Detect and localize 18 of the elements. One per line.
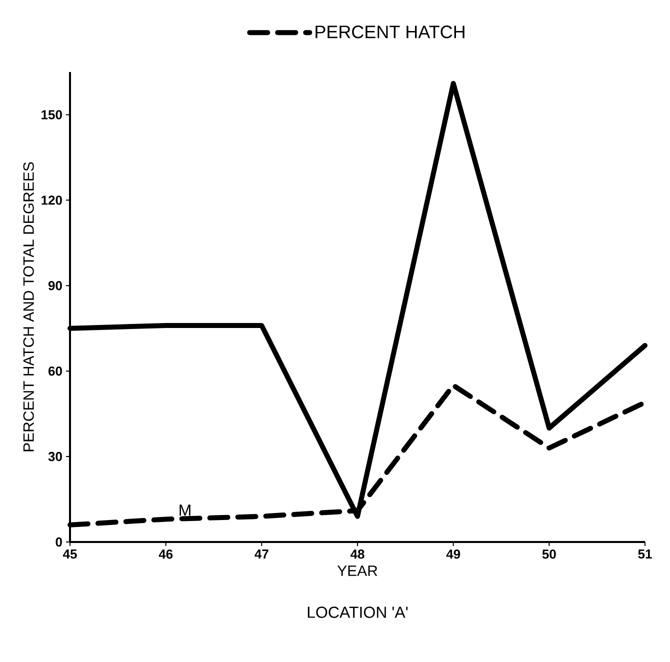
annotation: M xyxy=(180,504,190,516)
y-tick-label: 60 xyxy=(48,366,62,376)
y-tick-label: 30 xyxy=(48,452,62,462)
x-tick-label: 49 xyxy=(446,550,460,559)
y-tick-label: 0 xyxy=(56,537,62,547)
x-axis-title: YEAR xyxy=(337,566,378,576)
text: LOCATION 'A' xyxy=(308,606,408,618)
x-tick-label: 47 xyxy=(254,550,268,558)
x-tick-label: 48 xyxy=(350,550,364,559)
x-tick-label: 46 xyxy=(158,550,173,559)
y-axis-title: PERCENT HATCH AND TOTAL DEGREES xyxy=(23,162,34,452)
legend-label: PERCENT HATCH xyxy=(316,26,464,38)
y-tick-label: 150 xyxy=(42,110,62,120)
x-tick-label: 50 xyxy=(542,550,556,559)
y-tick-label: 120 xyxy=(42,196,62,205)
x-tick-label: 51 xyxy=(638,550,652,559)
x-tick-label: 45 xyxy=(62,550,77,559)
y-tick-label: 90 xyxy=(48,281,62,290)
